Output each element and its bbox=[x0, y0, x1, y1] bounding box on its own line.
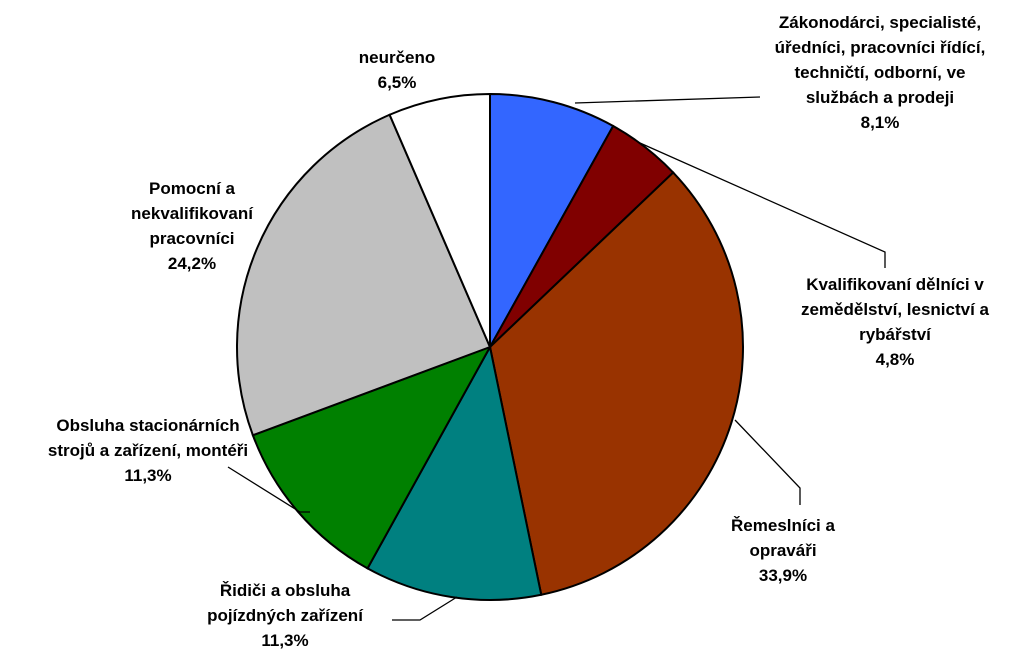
category-label: Řidiči a obsluha pojízdných zařízení bbox=[207, 581, 363, 625]
slice-label: Kvalifikovaní dělníci v zemědělství, les… bbox=[780, 272, 1010, 372]
slice bbox=[489, 92, 615, 351]
value-label: 11,3% bbox=[124, 466, 172, 485]
category-label: Kvalifikovaní dělníci v zemědělství, les… bbox=[800, 275, 990, 344]
leader-lines bbox=[227, 96, 886, 621]
category-label: neurčeno bbox=[358, 48, 436, 67]
value-label: 8,1% bbox=[860, 113, 900, 132]
slice-label: Řidiči a obsluha pojízdných zařízení 11,3… bbox=[180, 578, 390, 653]
value-label: 11,3% bbox=[261, 631, 309, 650]
slice-label: Řemeslníci a opraváři 33,9% bbox=[713, 513, 853, 588]
category-label: Obsluha stacionárních strojů a zařízení,… bbox=[47, 416, 249, 460]
slice bbox=[366, 344, 543, 601]
slice-label: Pomocní a nekvalifikovaní pracovníci 24,2… bbox=[97, 176, 287, 276]
slice bbox=[236, 113, 492, 437]
slice bbox=[388, 92, 491, 348]
value-label: 6,5% bbox=[377, 73, 417, 92]
category-label: Pomocní a nekvalifikovaní pracovníci bbox=[131, 179, 253, 248]
category-label: Zákonodárci, specialisté, úředníci, prac… bbox=[774, 13, 986, 107]
value-label: 33,9% bbox=[758, 566, 808, 585]
slice bbox=[251, 345, 493, 570]
slice-label: neurčeno 6,5% bbox=[332, 45, 462, 95]
leader-line bbox=[227, 466, 310, 513]
leader-line bbox=[639, 142, 886, 268]
slice-label: Obsluha stacionárních strojů a zařízení,… bbox=[43, 413, 253, 488]
slices bbox=[236, 92, 744, 601]
category-label: Řemeslníci a opraváři bbox=[731, 516, 835, 560]
leader-line bbox=[392, 596, 458, 621]
slice-label: Zákonodárci, specialisté, úředníci, prac… bbox=[760, 10, 1000, 135]
value-label: 4,8% bbox=[875, 350, 915, 369]
leader-line bbox=[574, 96, 761, 104]
leader-line bbox=[734, 419, 801, 505]
value-label: 24,2% bbox=[167, 254, 217, 273]
slice bbox=[488, 171, 744, 596]
